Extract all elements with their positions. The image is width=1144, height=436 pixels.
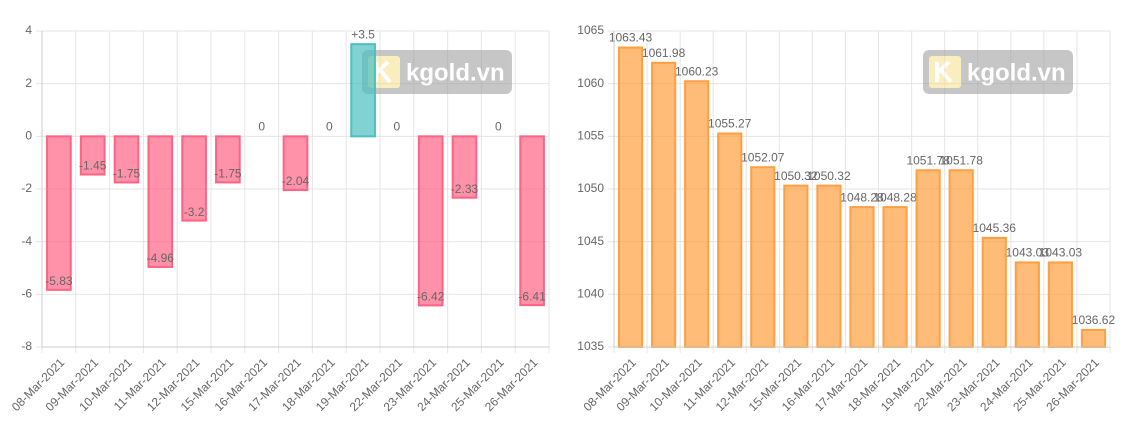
bar [617,46,644,349]
value-label: -2.33 [451,182,479,196]
value-label: -1.75 [113,167,141,181]
bar [417,135,444,307]
y-tick-label: -6 [21,287,32,301]
value-label: -2.04 [282,174,310,188]
y-tick-label: -2 [21,181,32,195]
watermark-text: kgold.vn [967,59,1066,86]
bar [816,184,842,348]
watermark-k [935,60,953,84]
value-label: -6.42 [417,290,445,304]
value-label: 1043.03 [1039,246,1083,260]
bar [79,135,106,176]
y-tick-label: 1065 [577,23,604,37]
bar [350,43,376,138]
watermark-k [374,60,392,84]
value-label: 1048.28 [873,190,917,204]
bar [46,135,72,291]
value-label: +3.5 [351,27,375,41]
value-label: -1.75 [214,167,242,181]
bar [717,132,743,348]
y-tick-label: 1060 [577,76,604,90]
value-label: 1036.62 [1072,313,1116,327]
value-label: 1050.32 [774,169,818,183]
bar [651,61,677,348]
chart: 1035 1040 1045 1050 1055 1060 1065 kgold.vn 1063… [577,23,1115,414]
value-label: -1.45 [79,159,107,173]
bar [882,206,908,348]
value-label: 1061.98 [642,46,686,60]
bar [1080,328,1107,349]
bar [981,236,1007,348]
bar [181,135,207,222]
y-tick-label: -4 [21,234,32,248]
value-label: 0 [326,120,333,134]
chart: -8-6-4-2024kgold.vn-5.8308-Mar-2021-1.45… [9,23,550,414]
value-label: -3.2 [184,205,205,219]
bar [1047,261,1073,348]
y-tick-label: 4 [25,23,32,37]
bar [783,184,809,348]
watermark: kgold.vn [923,50,1073,94]
value-label: 0 [394,120,401,134]
value-label: 1050.32 [807,169,851,183]
value-label: 1051.78 [906,153,950,167]
bar [849,206,875,348]
value-label: 1051.78 [940,153,984,167]
bar [684,80,710,349]
value-label: -6.41 [518,289,546,303]
bar [147,135,174,268]
value-label: 1060.23 [675,64,719,78]
value-label: 1045.36 [973,221,1017,235]
value-label: 0 [258,120,265,134]
value-label: -4.96 [147,251,175,265]
value-label: 1048.28 [840,190,884,204]
watermark: kgold.vn [362,50,512,94]
y-tick-label: 2 [25,76,32,90]
bar [750,166,776,348]
y-tick-label: -8 [21,339,32,353]
y-tick-label: 1045 [577,234,604,248]
value-label: 1052.07 [741,150,785,164]
bar [113,135,140,184]
bar [1014,261,1040,348]
bar [282,135,309,192]
value-label: 1063.43 [609,31,653,45]
value-label: 1055.27 [708,117,752,131]
watermark-text: kgold.vn [406,59,505,86]
bar [519,135,545,307]
y-tick-label: 1035 [577,339,604,353]
bar [948,169,974,348]
y-tick-label: 1050 [577,181,604,195]
value-label: -5.83 [45,274,73,288]
value-label: 0 [495,120,502,134]
bar [451,135,478,199]
y-tick-label: 0 [25,129,32,143]
bar [915,169,941,348]
y-tick-label: 1040 [577,287,604,301]
bar [215,135,241,184]
value-label: 1043.03 [1006,246,1050,260]
y-tick-label: 1055 [577,129,604,143]
